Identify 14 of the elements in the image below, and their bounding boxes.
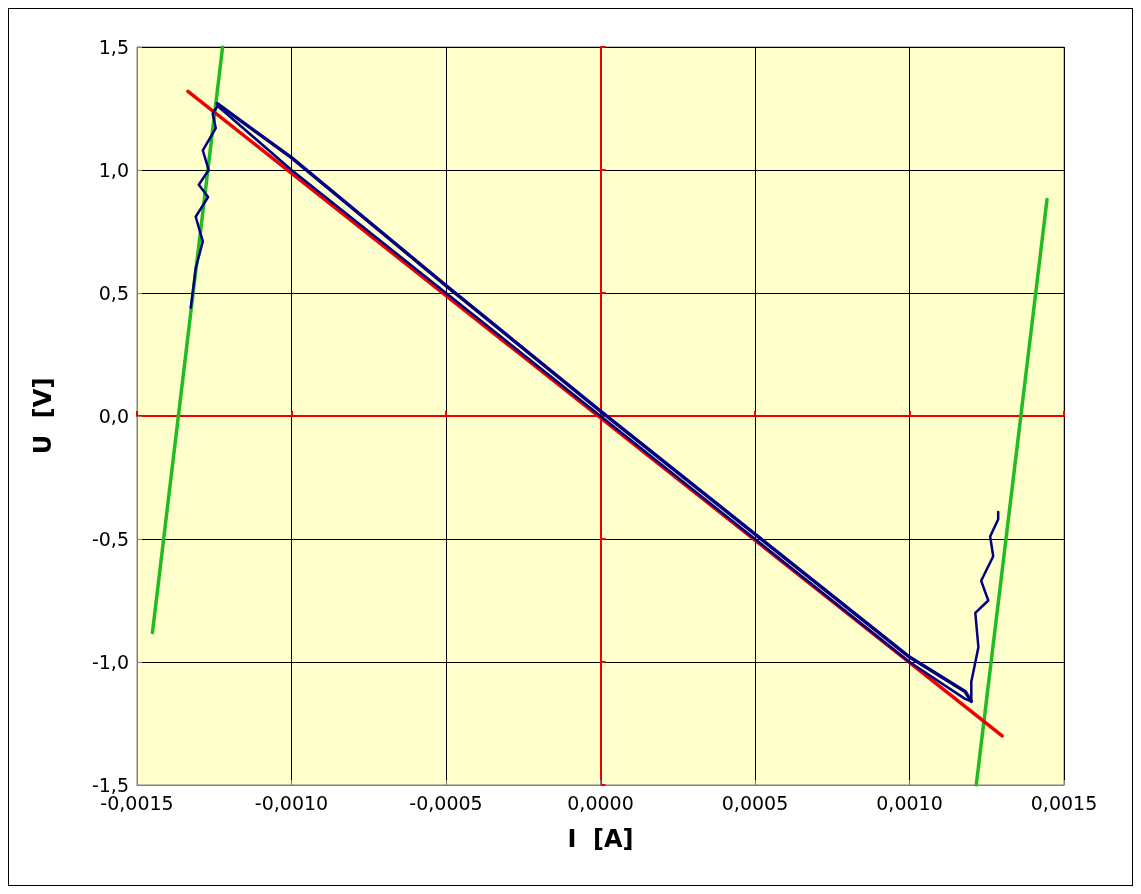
- x-tick-label: -0,0005: [409, 791, 483, 814]
- x-tick-label: 0,0010: [876, 791, 943, 814]
- y-tick-label: 0,5: [98, 282, 129, 304]
- x-tick-label: 0,0015: [1030, 791, 1098, 814]
- y-tick-label: 1,0: [98, 159, 129, 181]
- y-axis-title: U [V]: [29, 377, 57, 455]
- y-tick-label: 1,5: [98, 36, 129, 58]
- x-tick-label: 0,0000: [567, 791, 634, 814]
- x-axis-title: I [A]: [567, 825, 634, 853]
- y-tick-label: -1,0: [91, 651, 129, 673]
- y-tick-label: 0,0: [98, 405, 129, 427]
- x-tick-label: -0,0010: [254, 791, 329, 814]
- x-tick-label: 0,0005: [721, 791, 789, 814]
- y-tick-label: -0,5: [91, 528, 129, 550]
